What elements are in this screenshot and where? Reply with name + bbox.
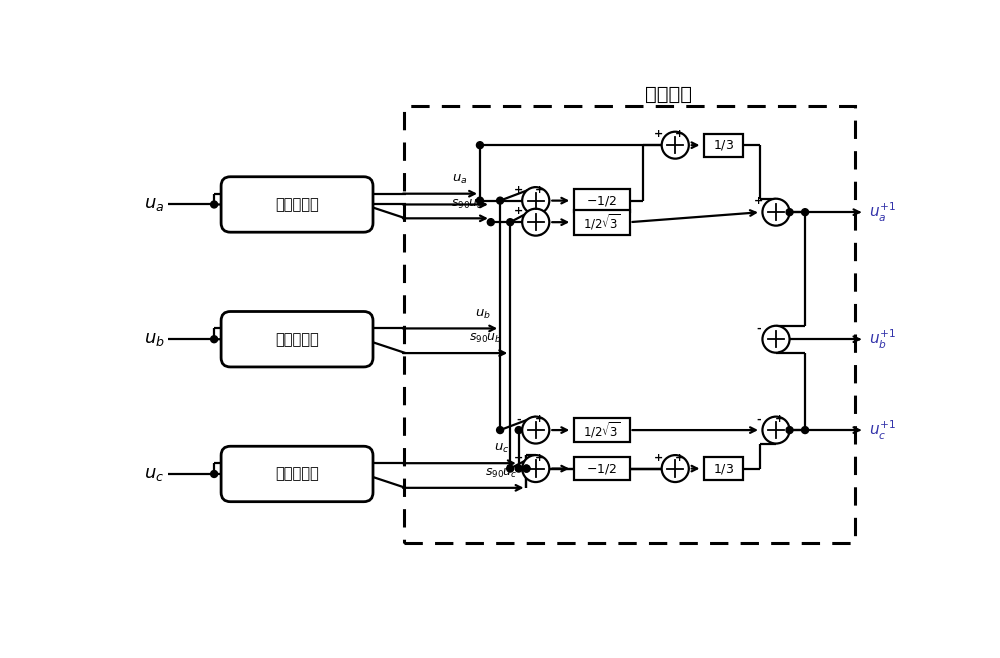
Circle shape — [523, 465, 530, 472]
Text: 全通滤波器: 全通滤波器 — [275, 197, 319, 212]
Text: -: - — [778, 220, 782, 230]
Text: $s_{90}u_b$: $s_{90}u_b$ — [469, 332, 502, 345]
Circle shape — [762, 199, 790, 226]
Text: $u_b$: $u_b$ — [144, 330, 165, 348]
Text: $u_c$: $u_c$ — [144, 465, 165, 483]
Circle shape — [662, 132, 689, 159]
Text: $s_{90}u_a$: $s_{90}u_a$ — [451, 197, 484, 211]
Circle shape — [515, 465, 522, 472]
Circle shape — [786, 209, 793, 216]
Circle shape — [786, 426, 793, 434]
Text: $-1/2$: $-1/2$ — [586, 461, 617, 476]
Circle shape — [762, 417, 790, 443]
Circle shape — [523, 465, 530, 472]
Text: +: + — [654, 130, 663, 139]
Circle shape — [662, 455, 689, 482]
Text: -: - — [537, 230, 542, 240]
Bar — [404, 106, 855, 544]
Circle shape — [497, 197, 504, 204]
Text: +: + — [514, 453, 523, 463]
Bar — [704, 457, 743, 480]
Text: $u_a$: $u_a$ — [144, 195, 165, 213]
Text: $1/3$: $1/3$ — [713, 138, 734, 152]
Text: +: + — [654, 453, 663, 463]
Circle shape — [507, 465, 514, 472]
Circle shape — [762, 326, 790, 353]
Text: $1/3$: $1/3$ — [713, 461, 734, 476]
Bar — [704, 134, 743, 157]
Text: $-1/2$: $-1/2$ — [586, 193, 617, 208]
Text: +: + — [674, 130, 684, 139]
Circle shape — [522, 209, 549, 236]
Circle shape — [522, 417, 549, 443]
Circle shape — [802, 209, 809, 216]
Text: $u_b$: $u_b$ — [475, 308, 491, 320]
Circle shape — [522, 455, 549, 482]
Circle shape — [497, 426, 504, 434]
Text: -: - — [516, 415, 521, 424]
Text: -: - — [778, 347, 782, 357]
Text: +: + — [514, 207, 523, 216]
Text: +: + — [535, 453, 544, 463]
Text: $1/2\sqrt{3}$: $1/2\sqrt{3}$ — [583, 420, 621, 440]
Text: $u_a^{+1}$: $u_a^{+1}$ — [869, 201, 896, 224]
Circle shape — [211, 201, 218, 208]
Bar — [574, 189, 630, 212]
Circle shape — [507, 218, 514, 226]
Text: 全通滤波器: 全通滤波器 — [275, 332, 319, 347]
Circle shape — [515, 426, 522, 434]
Circle shape — [211, 470, 218, 478]
Text: $u_b^{+1}$: $u_b^{+1}$ — [869, 328, 896, 351]
Bar — [574, 210, 630, 234]
Text: +: + — [674, 453, 684, 463]
Text: $u_c^{+1}$: $u_c^{+1}$ — [869, 418, 896, 442]
Circle shape — [802, 426, 809, 434]
Bar — [574, 418, 630, 442]
Text: -: - — [757, 324, 761, 334]
FancyBboxPatch shape — [221, 177, 373, 232]
Circle shape — [522, 187, 549, 214]
Text: +: + — [754, 196, 764, 207]
Text: $1/2\sqrt{3}$: $1/2\sqrt{3}$ — [583, 213, 621, 232]
Bar — [574, 457, 630, 480]
Text: -: - — [757, 415, 761, 424]
Circle shape — [487, 218, 494, 226]
Circle shape — [476, 197, 483, 204]
Circle shape — [476, 141, 483, 149]
Text: +: + — [535, 185, 544, 195]
Text: $s_{90}u_c$: $s_{90}u_c$ — [485, 467, 518, 480]
Circle shape — [211, 336, 218, 343]
Text: $u_c$: $u_c$ — [494, 442, 509, 455]
Text: 全通滤波器: 全通滤波器 — [275, 467, 319, 482]
FancyBboxPatch shape — [221, 446, 373, 501]
Text: +: + — [514, 185, 523, 195]
Text: 计算单元: 计算单元 — [645, 85, 692, 104]
Text: +: + — [535, 415, 544, 424]
Text: +: + — [775, 415, 785, 424]
FancyBboxPatch shape — [221, 311, 373, 367]
Text: $u_a$: $u_a$ — [452, 173, 468, 186]
